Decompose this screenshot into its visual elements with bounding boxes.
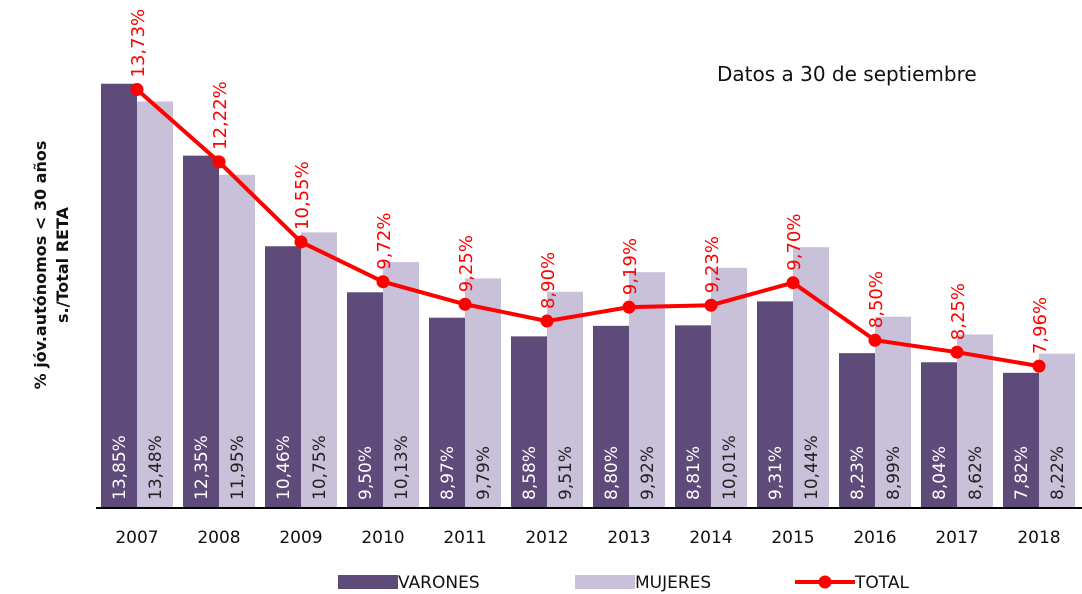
bar-value-label: 10,13%	[392, 435, 412, 500]
legend-swatch	[575, 575, 635, 589]
bar	[593, 325, 629, 508]
total-value-label: 9,19%	[620, 238, 641, 295]
bar-value-label: 8,99%	[884, 446, 904, 500]
bar-value-label: 10,75%	[310, 435, 330, 500]
bar	[839, 353, 875, 508]
x-tick-label: 2009	[279, 528, 322, 548]
total-marker	[540, 314, 554, 328]
total-marker	[950, 345, 964, 359]
x-tick-label: 2016	[853, 528, 896, 548]
total-marker	[1032, 359, 1046, 373]
total-value-label: 9,25%	[456, 235, 477, 292]
bar-value-label: 8,22%	[1048, 446, 1068, 500]
bar-value-label: 12,35%	[192, 435, 212, 500]
x-tick-label: 2017	[935, 528, 978, 548]
legend-label: VARONES	[398, 573, 480, 593]
bar-value-label: 8,23%	[848, 446, 868, 500]
bar-value-label: 9,51%	[556, 446, 576, 500]
bar-value-label: 9,79%	[474, 446, 494, 500]
bar	[265, 246, 301, 508]
bar	[511, 336, 547, 508]
total-value-label: 8,50%	[866, 271, 887, 328]
legend-marker	[818, 575, 832, 589]
annotation: Datos a 30 de septiembre	[717, 62, 977, 86]
bar	[957, 334, 993, 508]
bar	[1003, 372, 1039, 508]
total-value-label: 8,25%	[948, 283, 969, 340]
total-marker	[786, 276, 800, 290]
bar	[793, 247, 829, 508]
total-value-label: 9,23%	[702, 236, 723, 293]
bar-value-label: 7,82%	[1012, 446, 1032, 500]
x-tick-label: 2008	[197, 528, 240, 548]
total-marker	[868, 333, 882, 347]
y-axis-title: % jóv.autónomos < 30 años s./Total RETA	[31, 141, 72, 390]
bar	[465, 278, 501, 508]
bar-value-label: 13,85%	[110, 435, 130, 500]
bar	[1039, 353, 1075, 508]
bar	[383, 262, 419, 508]
bar	[547, 291, 583, 508]
total-marker	[376, 275, 390, 289]
x-tick-label: 2018	[1017, 528, 1060, 548]
y-axis-title-line: % jóv.autónomos < 30 años	[31, 141, 50, 390]
bar	[711, 267, 747, 508]
x-tick-label: 2015	[771, 528, 814, 548]
total-value-label: 12,22%	[210, 81, 231, 150]
bar-value-label: 8,58%	[520, 446, 540, 500]
total-marker	[458, 297, 472, 311]
bar-value-label: 10,44%	[802, 435, 822, 500]
x-tick-label: 2007	[115, 528, 158, 548]
total-value-label: 9,72%	[374, 213, 395, 270]
x-tick-label: 2010	[361, 528, 404, 548]
y-axis-title-line: s./Total RETA	[53, 206, 72, 323]
x-tick-label: 2014	[689, 528, 732, 548]
bar	[429, 317, 465, 508]
bar-value-label: 8,62%	[966, 446, 986, 500]
x-tick-label: 2013	[607, 528, 650, 548]
legend-swatch	[338, 575, 398, 589]
bar	[219, 174, 255, 508]
bar-value-label: 9,50%	[356, 446, 376, 500]
total-marker	[294, 235, 308, 249]
bar	[757, 301, 793, 508]
bar-value-label: 11,95%	[228, 435, 248, 500]
bar-value-label: 10,01%	[720, 435, 740, 500]
legend-label: TOTAL	[854, 573, 909, 593]
total-value-label: 8,90%	[538, 252, 559, 309]
bar-value-label: 9,31%	[766, 446, 786, 500]
bar	[347, 292, 383, 508]
x-tick-label: 2011	[443, 528, 486, 548]
bar-value-label: 13,48%	[146, 435, 166, 500]
total-value-label: 13,73%	[128, 9, 149, 78]
total-value-label: 10,55%	[292, 161, 313, 230]
total-marker	[212, 155, 226, 169]
total-marker	[704, 298, 718, 312]
bar-value-label: 10,46%	[274, 435, 294, 500]
legend-label: MUJERES	[635, 573, 711, 593]
x-tick-label: 2012	[525, 528, 568, 548]
bar-value-label: 8,97%	[438, 446, 458, 500]
total-marker	[622, 300, 636, 314]
total-value-label: 7,96%	[1030, 297, 1051, 354]
total-value-label: 9,70%	[784, 214, 805, 271]
bar	[183, 155, 219, 508]
bar-value-label: 8,80%	[602, 446, 622, 500]
bar	[629, 272, 665, 508]
bar	[921, 362, 957, 508]
bar-value-label: 9,92%	[638, 446, 658, 500]
bar	[301, 232, 337, 509]
bar	[675, 325, 711, 508]
total-line	[135, 88, 1040, 369]
bar-value-label: 8,81%	[684, 446, 704, 500]
bar	[137, 101, 173, 509]
bar	[875, 316, 911, 508]
total-marker	[130, 83, 144, 96]
bar-value-label: 8,04%	[930, 446, 950, 500]
bar	[101, 83, 137, 508]
